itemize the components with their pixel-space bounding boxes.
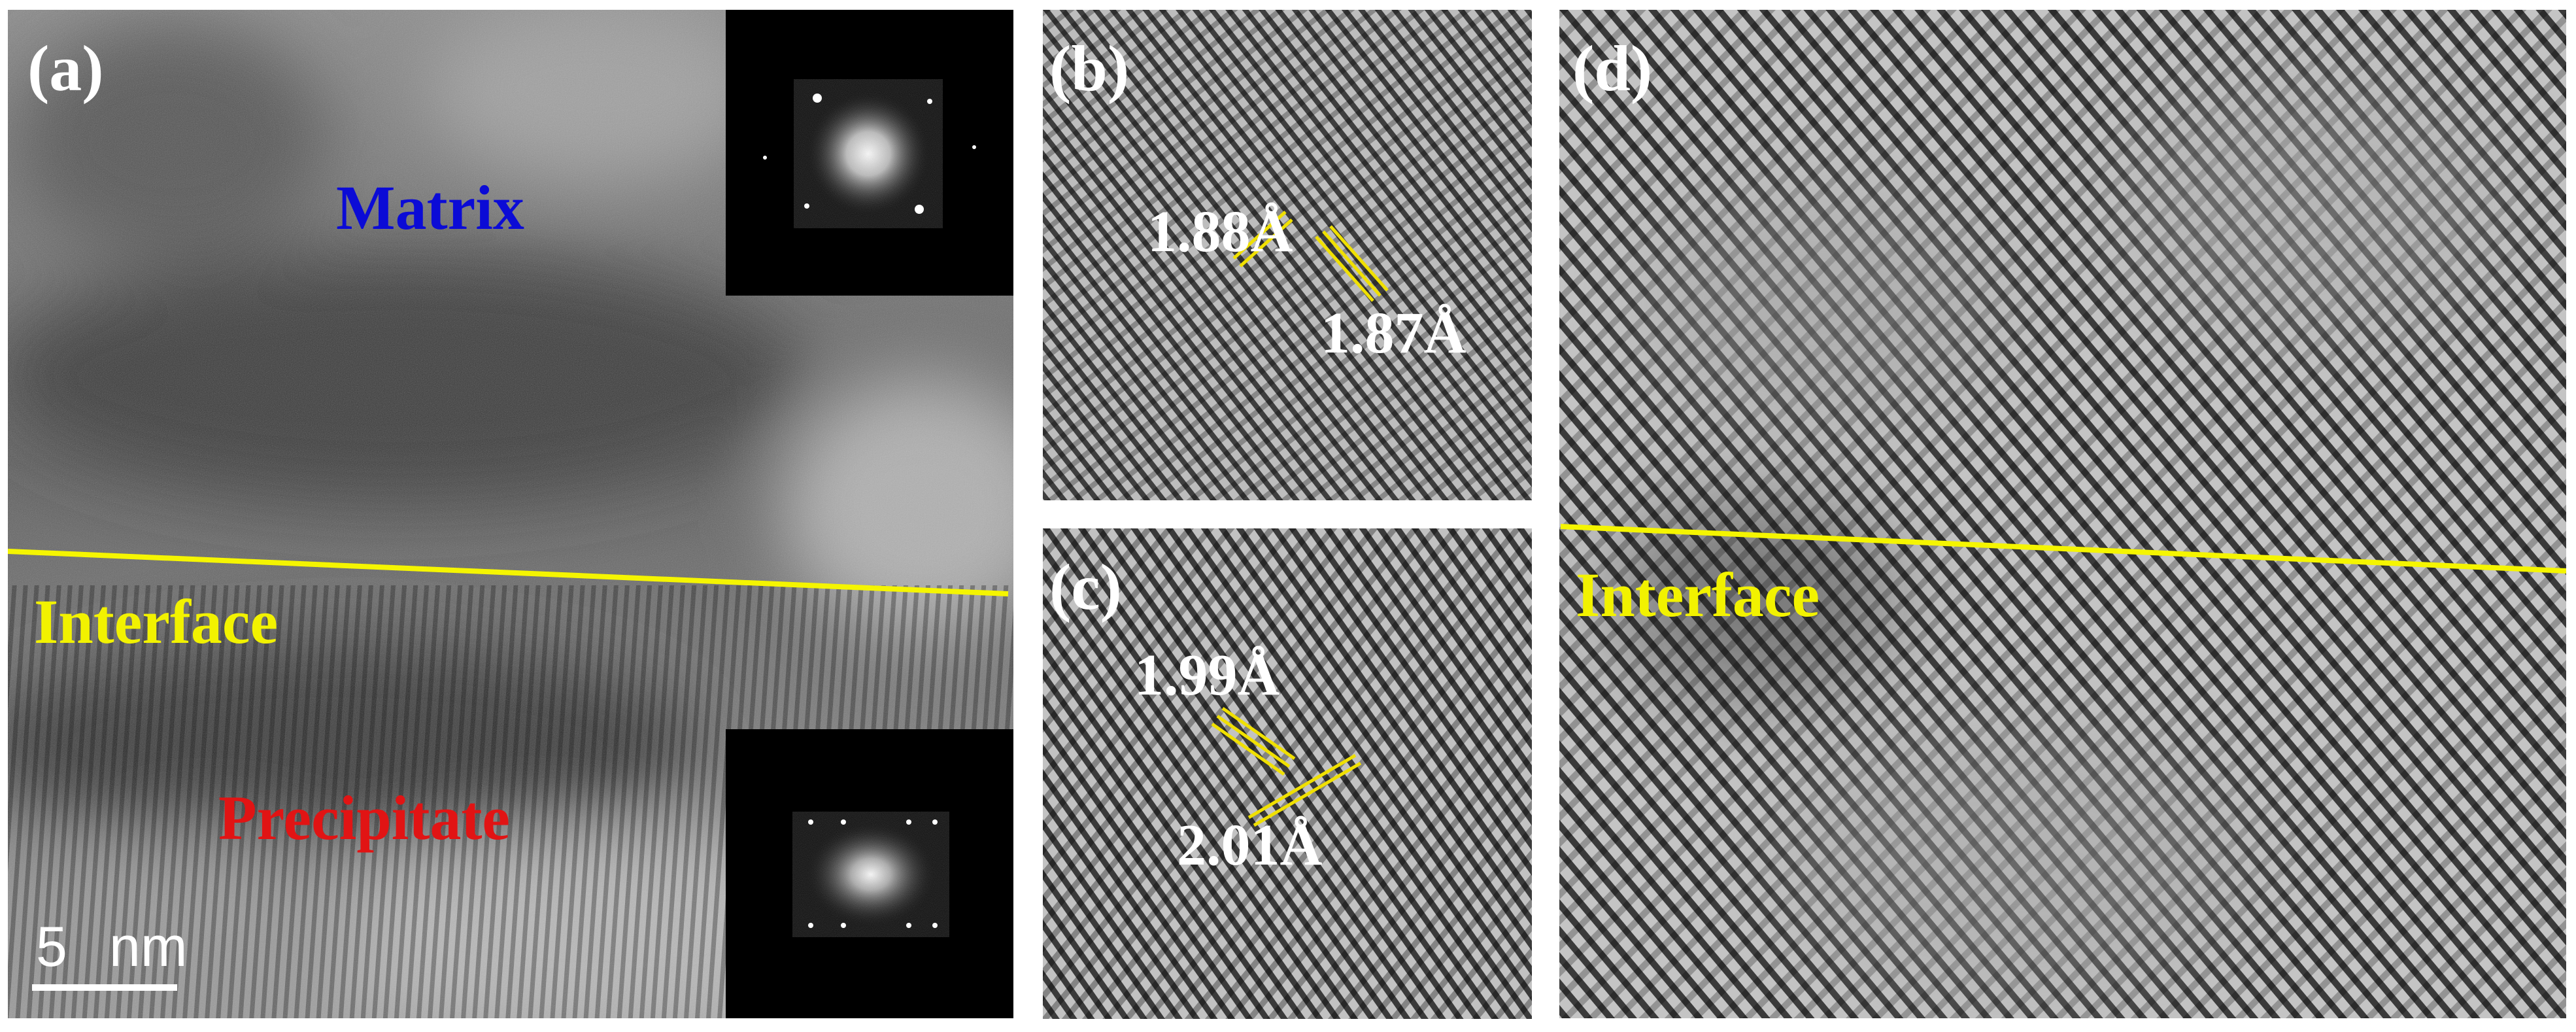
matrix-label: Matrix: [336, 173, 524, 243]
interface-label-d: Interface: [1576, 560, 1820, 630]
d-spacing-label-2: 1.87Å: [1321, 301, 1466, 366]
precipitate-label: Precipitate: [218, 783, 511, 853]
lattice-markers-b: [1232, 211, 1389, 302]
interface-line-a: [8, 549, 1009, 596]
d-spacing-label-4: 2.01Å: [1177, 813, 1323, 878]
interface-label-a: Interface: [34, 587, 279, 657]
panel-d-filtered-image: (d) Interface: [1559, 10, 2566, 1018]
d-spacing-label-1: 1.88Å: [1147, 199, 1293, 264]
scale-bar-value: 5: [36, 916, 67, 978]
fft-inset-matrix: [726, 10, 1013, 296]
fft-inset-precipitate: [726, 729, 1013, 1018]
panel-label-d: (d): [1572, 32, 1653, 105]
filtered-image-b: [1043, 10, 1532, 500]
interface-line-d: [1560, 524, 2566, 574]
panel-a-hrtem-image: (a) Matrix Interface Precipitate 5 nm: [8, 10, 1013, 1018]
filtered-image-c: [1043, 528, 1532, 1019]
panel-label-b: (b): [1049, 32, 1130, 105]
lattice-markers-c: [1211, 706, 1362, 827]
panel-b-filtered-image: (b) 1.88Å 1.87Å: [1043, 10, 1532, 500]
scale-bar: [32, 984, 177, 991]
scale-bar-unit: nm: [109, 916, 188, 978]
panel-c-filtered-image: (c) 1.99Å 2.01Å: [1043, 528, 1532, 1019]
filtered-image-d: [1559, 10, 2566, 1018]
d-spacing-label-3: 1.99Å: [1134, 643, 1280, 708]
panel-label-c: (c): [1049, 551, 1122, 623]
panel-label-a: (a): [27, 32, 104, 105]
